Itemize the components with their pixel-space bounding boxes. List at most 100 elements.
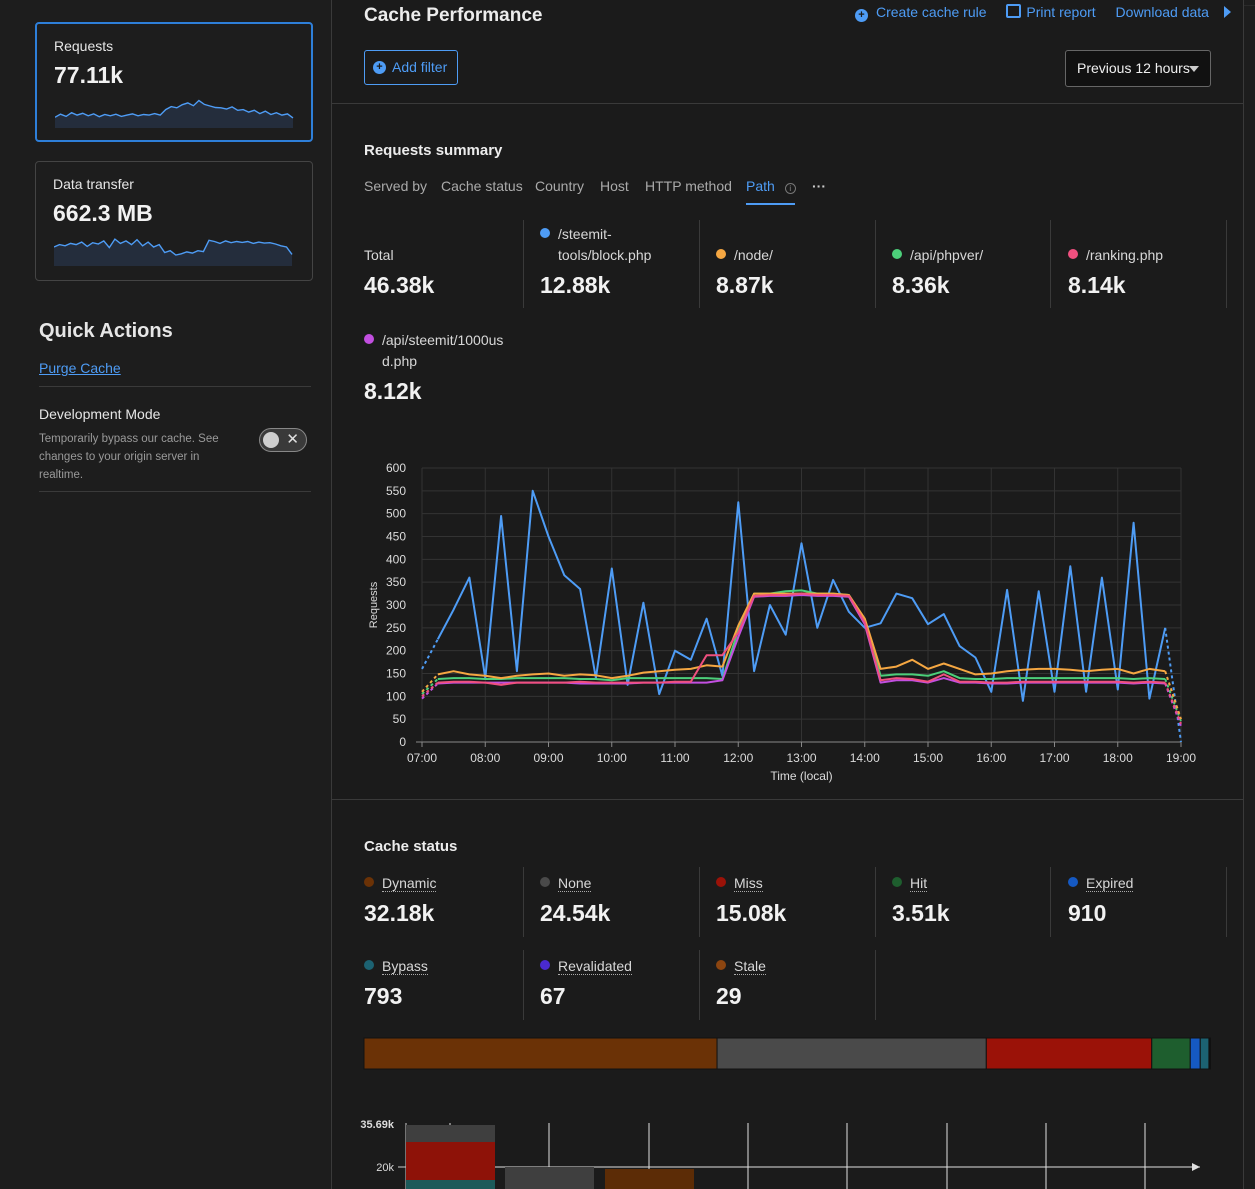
stat-label-text: Revalidated [558,958,632,975]
x-tick-label: 12:00 [723,751,753,765]
cache-stat-dynamic[interactable]: Dynamic 32.18k [364,873,524,927]
download-data-link[interactable]: Download data [1116,4,1239,20]
stat-label-line1: /api/steemit/1000us [382,332,504,348]
x-tick-label: 13:00 [786,751,816,765]
stat-value: 67 [540,983,566,1009]
stat-phpver[interactable]: /api/phpver/ 8.36k [892,245,1052,299]
x-tick-label: 19:00 [1166,751,1196,765]
stat-value: 8.36k [892,272,950,298]
data-transfer-card-label: Data transfer [53,176,134,192]
series-dot [716,877,726,887]
axis-arrow-icon [1192,1163,1200,1171]
column-none[interactable] [406,1125,495,1142]
cache-stat-miss[interactable]: Miss 15.08k [716,873,876,927]
add-filter-button[interactable]: + Add filter [364,50,458,85]
series-dot [364,960,374,970]
y-tick-label: 550 [386,484,406,498]
cache-bar-segment[interactable] [716,1037,987,1070]
cache-bar-segment[interactable] [1209,1037,1211,1070]
series-line-end [1164,682,1182,725]
divider [699,950,700,1020]
x-tick-label: 14:00 [850,751,880,765]
cache-status-bar [363,1037,1211,1070]
x-tick-label: 15:00 [913,751,943,765]
series-dot [540,228,550,238]
series-dot [716,960,726,970]
stat-value: 29 [716,983,742,1009]
stat-label: Expired [1068,873,1228,894]
tab-country[interactable]: Country [535,178,585,194]
cache-stat-stale[interactable]: Stale 29 [716,956,876,1010]
more-tabs-button[interactable]: ··· [812,178,826,194]
column-dynamic[interactable] [605,1169,694,1189]
y-tick-label: 35.69k [360,1119,395,1131]
stat-label: Stale [716,956,876,977]
cache-bar-segment[interactable] [1189,1037,1201,1070]
dev-mode-toggle[interactable]: ✕ [259,428,307,452]
print-report-link[interactable]: Print report [1006,4,1103,20]
series-line [437,589,1166,682]
tab-path[interactable]: Path i [746,178,796,205]
stat-node[interactable]: /node/ 8.87k [716,245,876,299]
stat-label: Dynamic [364,873,524,894]
divider [332,103,1243,104]
series-dot [1068,877,1078,887]
stat-steemit-block[interactable]: /steemit-tools/block.php 12.88k [540,224,700,299]
stat-label: /ranking.php [1068,245,1228,266]
cache-stat-hit[interactable]: Hit 3.51k [892,873,1052,927]
divider [39,491,311,492]
series-dot [1068,249,1078,259]
divider [875,950,876,1020]
stat-label: Bypass [364,956,524,977]
time-range-select[interactable]: Previous 12 hours [1065,50,1211,87]
cache-bar-segment[interactable] [1151,1037,1191,1070]
stat-label-text: /api/phpver/ [910,247,984,263]
y-axis-label: Requests [368,581,380,628]
sparkline-line [54,238,293,256]
cache-bar-segment[interactable] [363,1037,718,1070]
column-bypass[interactable] [406,1180,495,1189]
series-line-start [421,638,439,670]
y-tick-label: 350 [386,575,406,589]
cache-bar-segment[interactable] [1199,1037,1210,1070]
column-none[interactable] [505,1167,594,1189]
stat-1000usd[interactable]: /api/steemit/1000us d.php 8.12k [364,330,524,405]
stat-label-text: Expired [1086,875,1134,892]
divider [332,799,1243,800]
tab-served-by[interactable]: Served by [364,178,428,194]
sparkline-line [55,99,294,119]
tab-host[interactable]: Host [600,178,629,194]
stat-value: 3.51k [892,900,950,926]
cache-stat-expired[interactable]: Expired 910 [1068,873,1228,927]
data-transfer-card[interactable]: Data transfer 662.3 MB [35,161,313,281]
purge-cache-link[interactable]: Purge Cache [39,360,121,376]
requests-card[interactable]: Requests 77.11k [35,22,313,142]
column-miss[interactable] [406,1142,495,1180]
cache-stat-bypass[interactable]: Bypass 793 [364,956,524,1010]
dev-mode-title: Development Mode [39,406,161,422]
stat-label-text: Dynamic [382,875,437,892]
header-links: + Create cache rule Print report Download… [855,4,1247,22]
series-line [436,489,1167,702]
x-tick-label: 17:00 [1039,751,1069,765]
tab-cache-status[interactable]: Cache status [441,178,523,194]
stat-label-line1: /steemit- [558,226,612,242]
cache-stat-none[interactable]: None 24.54k [540,873,700,927]
stat-label: Revalidated [540,956,700,977]
divider [875,867,876,937]
stat-value: 8.87k [716,272,774,298]
stat-label: Miss [716,873,876,894]
series-line-end [1164,678,1182,722]
tab-http-method[interactable]: HTTP method [645,178,732,194]
divider [699,867,700,937]
stat-ranking[interactable]: /ranking.php 8.14k [1068,245,1228,299]
print-report-label: Print report [1026,4,1096,20]
cache-stat-revalidated[interactable]: Revalidated 67 [540,956,700,1010]
chevron-down-icon [1189,66,1199,72]
y-tick-label: 400 [386,552,406,566]
create-cache-rule-link[interactable]: + Create cache rule [855,4,995,22]
cache-bar-segment[interactable] [985,1037,1153,1070]
series-line [437,592,1166,686]
x-tick-label: 08:00 [470,751,500,765]
stat-label-text: /ranking.php [1086,247,1164,263]
